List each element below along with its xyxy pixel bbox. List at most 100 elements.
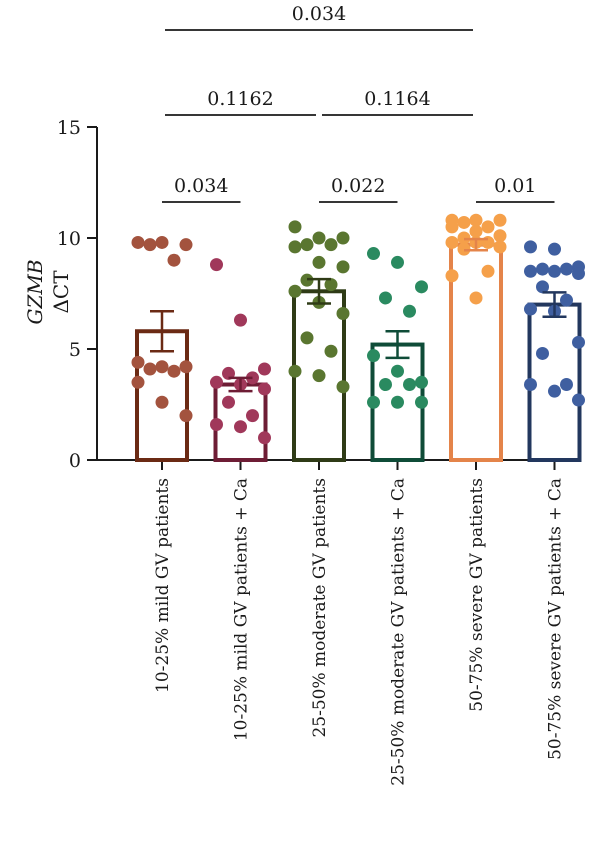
data-point (336, 231, 350, 245)
data-point (469, 291, 483, 305)
data-point (210, 417, 223, 431)
data-point (336, 306, 350, 320)
data-point (548, 264, 561, 278)
data-point (403, 304, 416, 318)
y-tick-label: 10 (57, 228, 81, 250)
data-point (548, 242, 561, 256)
data-point (324, 278, 338, 292)
data-point (258, 382, 271, 396)
data-point (481, 220, 495, 234)
data-point (469, 224, 483, 238)
data-point (258, 362, 271, 376)
data-point (131, 375, 145, 389)
category-label: 25-50% moderate GV patients (310, 478, 330, 738)
data-point (336, 380, 350, 394)
data-point (536, 280, 549, 294)
p-value-label: 0.01 (494, 175, 536, 197)
error-bars (150, 237, 567, 393)
y-tick-label: 5 (69, 339, 81, 361)
data-point (536, 262, 549, 276)
data-point (234, 313, 247, 327)
y-axis-label-unit: ΔCT (49, 270, 73, 314)
data-point (524, 264, 537, 278)
data-point (288, 364, 302, 378)
data-point (560, 293, 573, 307)
comparison-brackets: 0.034 0.022 0.01 0.1162 0.1164 0.034 (162, 3, 555, 203)
data-point (572, 267, 585, 281)
category-label: 25-50% moderate GV patients + Ca (389, 478, 409, 786)
data-point (210, 375, 223, 389)
data-point (179, 409, 193, 423)
data-point (457, 215, 471, 229)
data-point (415, 280, 428, 294)
category-label: 10-25% mild GV patients (153, 478, 173, 693)
data-point (572, 393, 585, 407)
data-point (415, 375, 428, 389)
data-point (246, 409, 259, 423)
y-tick-label: 15 (57, 117, 81, 139)
data-point (210, 258, 223, 272)
data-point (155, 235, 169, 249)
data-point (560, 378, 573, 392)
data-point (415, 395, 428, 409)
p-value-label: 0.034 (292, 3, 346, 25)
data-point (288, 220, 302, 234)
data-point (155, 395, 169, 409)
data-point (167, 364, 181, 378)
data-point (548, 384, 561, 398)
data-point (167, 253, 181, 267)
data-point (445, 235, 459, 249)
y-tick-label: 0 (69, 450, 81, 472)
data-point (493, 213, 507, 227)
p-value-label: 0.1164 (364, 88, 430, 110)
bar (449, 242, 503, 462)
data-point (469, 213, 483, 227)
data-point (143, 238, 157, 252)
data-point (222, 395, 235, 409)
data-point (481, 264, 495, 278)
category-label: 50-75% severe GV patients + Ca (546, 478, 566, 760)
data-point (312, 369, 326, 383)
data-point (379, 378, 392, 392)
data-point (300, 238, 314, 252)
p-value-label: 0.022 (331, 175, 385, 197)
data-point (572, 335, 585, 349)
data-point (336, 260, 350, 274)
data-point (367, 395, 380, 409)
category-label: 10-25% mild GV patients + Ca (232, 478, 252, 741)
data-points (131, 213, 585, 445)
data-point (179, 238, 193, 252)
data-point (300, 331, 314, 345)
data-point (324, 344, 338, 358)
data-point (391, 255, 404, 269)
data-point (131, 235, 145, 249)
data-point (391, 395, 404, 409)
data-point (234, 420, 247, 434)
data-point (179, 360, 193, 374)
data-point (367, 349, 380, 363)
data-point (524, 240, 537, 254)
data-point (131, 355, 145, 369)
data-point (524, 302, 537, 316)
data-point (312, 255, 326, 269)
data-point (560, 262, 573, 276)
category-label: 50-75% severe GV patients (467, 478, 487, 712)
data-point (143, 362, 157, 376)
data-point (288, 284, 302, 298)
data-point (258, 431, 271, 445)
data-point (493, 229, 507, 243)
bars (135, 242, 582, 462)
data-point (288, 240, 302, 254)
data-point (155, 360, 169, 374)
data-point (524, 378, 537, 392)
data-point (379, 291, 392, 305)
category-labels: 10-25% mild GV patients 10-25% mild GV pa… (153, 478, 566, 786)
data-point (403, 378, 416, 392)
data-point (536, 346, 549, 360)
data-point (445, 220, 459, 234)
data-point (367, 247, 380, 261)
data-point (493, 240, 507, 254)
data-point (324, 238, 338, 252)
y-axis-label: GZMB (23, 259, 47, 324)
